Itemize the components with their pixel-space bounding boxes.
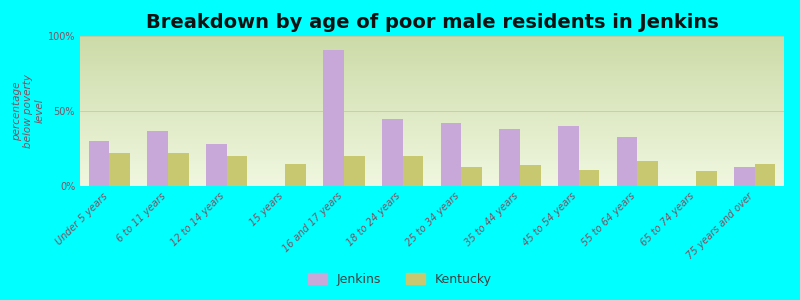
Bar bbox=[80, 134, 784, 136]
Bar bbox=[80, 176, 784, 178]
Bar bbox=[441, 123, 462, 186]
Title: Breakdown by age of poor male residents in Jenkins: Breakdown by age of poor male residents … bbox=[146, 13, 718, 32]
Bar bbox=[80, 81, 784, 83]
Bar bbox=[80, 139, 784, 141]
Bar bbox=[80, 71, 784, 74]
Bar bbox=[80, 79, 784, 81]
Bar bbox=[754, 164, 775, 186]
Y-axis label: percentage
below poverty
level: percentage below poverty level bbox=[12, 74, 45, 148]
Bar bbox=[286, 164, 306, 186]
Bar bbox=[734, 167, 754, 186]
Bar bbox=[499, 129, 520, 186]
Bar bbox=[80, 161, 784, 164]
Bar bbox=[80, 106, 784, 109]
Bar bbox=[80, 86, 784, 88]
Bar bbox=[80, 181, 784, 184]
Bar bbox=[80, 101, 784, 104]
Bar bbox=[80, 96, 784, 98]
Bar bbox=[80, 83, 784, 86]
Bar bbox=[80, 103, 784, 106]
Bar bbox=[80, 88, 784, 91]
Bar bbox=[80, 66, 784, 68]
Bar bbox=[323, 50, 344, 186]
Bar bbox=[402, 156, 423, 186]
Bar bbox=[80, 68, 784, 71]
Bar bbox=[80, 36, 784, 38]
Bar bbox=[80, 91, 784, 94]
Bar bbox=[80, 98, 784, 101]
Bar bbox=[80, 41, 784, 43]
Bar bbox=[80, 121, 784, 124]
Bar bbox=[147, 130, 168, 186]
Bar bbox=[80, 156, 784, 158]
Bar bbox=[80, 53, 784, 56]
Bar bbox=[110, 153, 130, 186]
Bar bbox=[80, 146, 784, 148]
Bar bbox=[80, 44, 784, 46]
Bar bbox=[80, 128, 784, 131]
Bar bbox=[80, 64, 784, 66]
Bar bbox=[80, 109, 784, 111]
Bar bbox=[638, 160, 658, 186]
Bar bbox=[80, 58, 784, 61]
Bar bbox=[80, 113, 784, 116]
Bar bbox=[80, 51, 784, 53]
Bar bbox=[80, 46, 784, 49]
Bar bbox=[80, 111, 784, 113]
Bar bbox=[520, 165, 541, 186]
Bar bbox=[80, 118, 784, 121]
Bar bbox=[80, 166, 784, 169]
Bar bbox=[80, 131, 784, 134]
Bar bbox=[344, 156, 365, 186]
Bar bbox=[80, 38, 784, 41]
Bar bbox=[80, 126, 784, 128]
Bar bbox=[80, 171, 784, 173]
Bar bbox=[578, 169, 599, 186]
Bar bbox=[696, 171, 717, 186]
Bar bbox=[80, 56, 784, 58]
Bar bbox=[80, 143, 784, 146]
Bar bbox=[80, 164, 784, 166]
Bar bbox=[80, 74, 784, 76]
Bar bbox=[80, 61, 784, 64]
Bar bbox=[206, 144, 226, 186]
Bar bbox=[80, 151, 784, 154]
Bar bbox=[80, 184, 784, 186]
Bar bbox=[80, 173, 784, 176]
Bar bbox=[89, 141, 110, 186]
Bar bbox=[462, 167, 482, 186]
Bar bbox=[80, 158, 784, 161]
Bar bbox=[80, 94, 784, 96]
Bar bbox=[382, 118, 402, 186]
Bar bbox=[80, 49, 784, 51]
Bar bbox=[80, 169, 784, 171]
Bar bbox=[226, 156, 247, 186]
Bar bbox=[80, 148, 784, 151]
Bar bbox=[80, 116, 784, 119]
Bar bbox=[80, 178, 784, 181]
Bar bbox=[168, 153, 189, 186]
Bar bbox=[80, 136, 784, 139]
Legend: Jenkins, Kentucky: Jenkins, Kentucky bbox=[303, 268, 497, 291]
Bar bbox=[80, 124, 784, 126]
Bar bbox=[80, 154, 784, 156]
Bar bbox=[80, 141, 784, 143]
Bar bbox=[80, 76, 784, 79]
Bar bbox=[617, 136, 638, 186]
Bar bbox=[558, 126, 578, 186]
